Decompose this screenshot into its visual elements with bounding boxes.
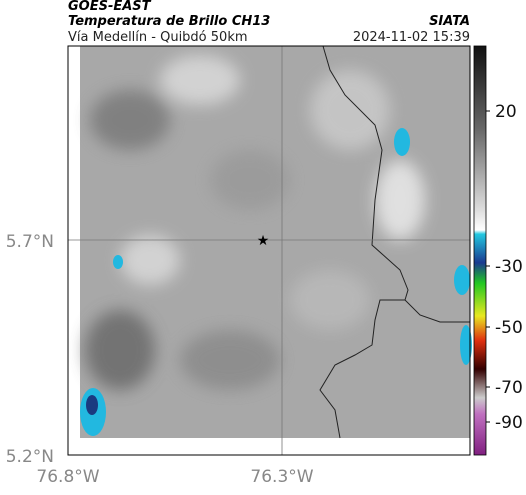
colorbar-label: 20 xyxy=(495,102,517,122)
colorbar xyxy=(473,45,487,456)
colorbar-label: -90 xyxy=(495,413,523,433)
product: Temperatura de Brillo CH13 xyxy=(68,14,270,29)
lon-label: 76.3°W xyxy=(250,467,313,487)
map-frame xyxy=(67,45,471,456)
colorbar-ticks xyxy=(486,110,490,423)
map-image: ★ xyxy=(68,45,472,455)
lat-label: 5.2°N xyxy=(6,447,54,467)
svg-text:★: ★ xyxy=(257,233,270,249)
region: Vía Medellín - Quibdó 50km xyxy=(68,30,248,45)
source: SIATA xyxy=(429,14,470,29)
satellite: GOES-EAST xyxy=(68,0,152,14)
colorbar-label: -70 xyxy=(495,378,523,398)
timestamp: 2024-11-02 15:39 xyxy=(353,30,470,45)
lon-label: 76.8°W xyxy=(36,467,99,487)
colorbar-label: -50 xyxy=(495,318,523,338)
lat-label: 5.7°N xyxy=(6,232,54,252)
colorbar-label: -30 xyxy=(495,257,523,277)
